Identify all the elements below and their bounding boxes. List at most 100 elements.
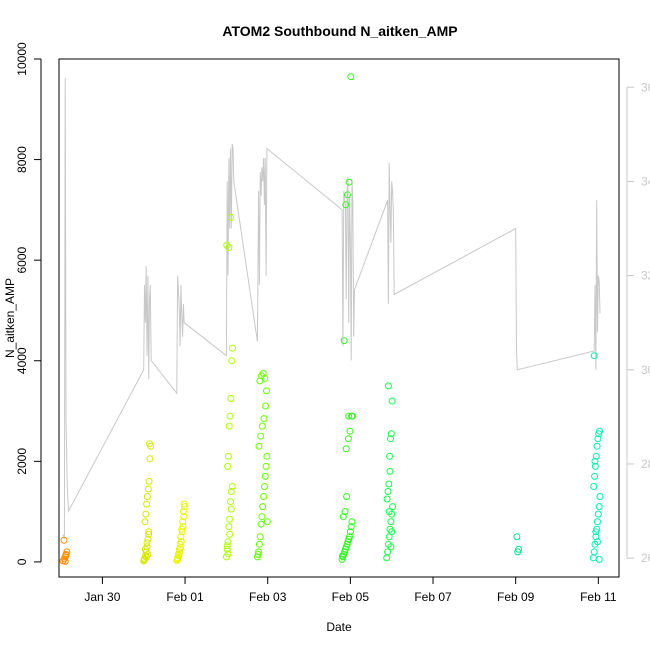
data-point: [227, 488, 235, 495]
data-point: [143, 493, 151, 500]
data-point: [591, 472, 599, 480]
y2-tick-label: 280: [641, 457, 650, 471]
data-point: [226, 412, 234, 420]
data-point: [346, 528, 354, 536]
x-tick-label: Feb 11: [580, 590, 617, 604]
data-point: [260, 415, 268, 423]
data-point: [225, 422, 233, 430]
data-point: [227, 213, 234, 221]
data-point: [590, 548, 598, 556]
data-point: [387, 430, 395, 438]
line-layer: [62, 77, 601, 540]
data-point: [515, 545, 523, 553]
y2-tick-label: 300: [641, 363, 650, 377]
data-point: [227, 498, 234, 506]
data-point: [263, 452, 271, 460]
y-axis-label: N_aitken_AMP: [3, 278, 17, 358]
data-point: [60, 536, 68, 544]
data-point: [146, 440, 153, 448]
plot-frame: [58, 58, 620, 578]
data-point: [63, 548, 71, 556]
data-point: [223, 545, 231, 553]
data-point: [594, 435, 602, 443]
x-tick-label: Feb 05: [332, 590, 370, 604]
data-point: [176, 548, 184, 556]
data-point: [348, 412, 356, 420]
data-point: [255, 548, 263, 556]
data-point: [226, 530, 234, 538]
data-point: [593, 442, 601, 450]
data-point: [259, 369, 267, 377]
data-point: [343, 493, 351, 500]
data-point: [344, 191, 351, 199]
data-point: [178, 528, 186, 536]
point-layer: [59, 73, 604, 565]
data-point: [259, 503, 267, 511]
data-point: [592, 528, 600, 536]
data-point: [181, 503, 189, 511]
data-point: [254, 550, 262, 558]
y2-tick-label: 340: [641, 174, 650, 188]
data-point: [144, 485, 152, 493]
data-point: [258, 513, 266, 521]
data-point: [385, 480, 393, 488]
data-point: [173, 556, 181, 564]
data-point: [257, 520, 265, 528]
x-tick-label: Feb 07: [414, 590, 452, 604]
data-point: [340, 337, 348, 345]
data-point: [386, 467, 394, 475]
data-point: [255, 540, 263, 548]
data-point: [262, 462, 270, 470]
data-point: [180, 500, 188, 508]
data-point: [257, 432, 265, 440]
data-point: [590, 352, 598, 360]
data-point: [594, 518, 601, 526]
data-point: [388, 397, 396, 405]
data-point: [141, 545, 149, 553]
y2-tick-label: 320: [641, 269, 650, 283]
data-point: [596, 493, 604, 500]
data-point: [594, 538, 601, 546]
data-point: [384, 548, 392, 556]
data-point: [260, 493, 268, 500]
data-point: [227, 395, 235, 402]
data-point: [344, 435, 352, 443]
data-point: [228, 483, 236, 490]
data-point: [226, 515, 234, 523]
x-tick-label: Feb 09: [497, 590, 535, 604]
x-axis-label: Date: [326, 620, 352, 634]
data-point: [591, 457, 599, 465]
data-point: [342, 445, 350, 453]
data-point: [177, 533, 185, 541]
data-point: [590, 483, 598, 490]
data-point: [591, 462, 599, 470]
data-point: [179, 523, 187, 531]
bottom-axis: Jan 30 Feb 01 Feb 03 Feb 05 Feb 07 Feb 09 Feb …: [84, 576, 617, 604]
data-point: [346, 427, 354, 435]
data-point: [383, 495, 391, 503]
data-point: [594, 510, 602, 518]
data-point: [513, 533, 521, 541]
data-point: [229, 344, 237, 352]
data-point: [348, 518, 356, 526]
data-point: [595, 555, 603, 563]
data-point: [342, 201, 350, 209]
data-point: [263, 387, 270, 395]
data-point: [346, 533, 353, 541]
data-point: [180, 513, 188, 521]
data-point: [143, 539, 151, 547]
data-point: [175, 545, 183, 553]
data-point: [347, 73, 355, 81]
data-point: [144, 535, 152, 543]
y-tick-label: 6000: [15, 246, 29, 273]
data-point: [589, 554, 597, 562]
data-point: [62, 551, 70, 559]
x-tick-label: Feb 01: [166, 590, 204, 604]
data-point: [228, 357, 236, 365]
data-point: [261, 374, 269, 382]
data-point: [179, 508, 187, 516]
data-point: [263, 518, 271, 526]
data-point: [260, 483, 268, 490]
data-point: [177, 544, 184, 552]
